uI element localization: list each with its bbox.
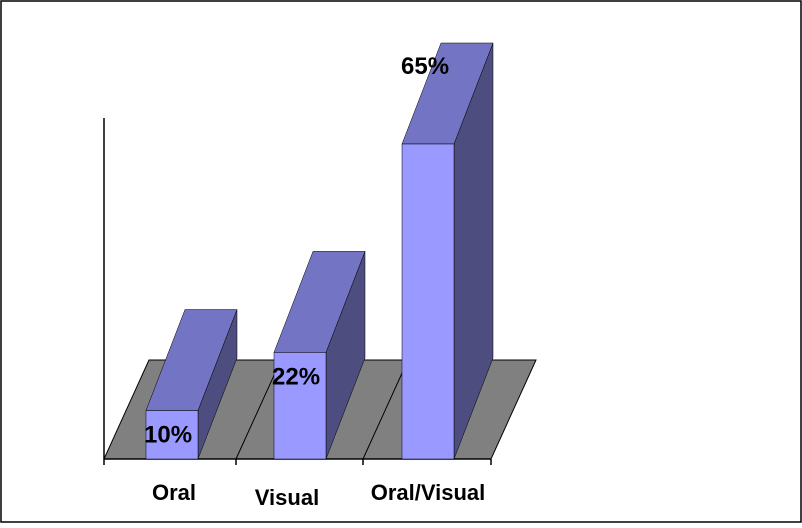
data-labels: 10% 22% 65% <box>144 53 449 449</box>
category-labels: Oral Visual Oral/Visual <box>152 480 485 510</box>
bar-front <box>401 143 455 460</box>
bar <box>145 309 238 460</box>
data-label: 65% <box>401 53 449 80</box>
floor-divider <box>235 359 282 460</box>
category-label: Visual <box>255 485 319 510</box>
floor-divider <box>362 359 409 460</box>
bar-front <box>145 410 199 460</box>
category-label: Oral <box>152 480 196 505</box>
bar-front <box>273 352 327 460</box>
category-label: Oral/Visual <box>371 480 486 505</box>
data-label: 22% <box>272 363 320 390</box>
data-label: 10% <box>144 422 192 449</box>
bar <box>273 251 366 460</box>
bar <box>401 42 494 460</box>
bars <box>145 42 494 460</box>
